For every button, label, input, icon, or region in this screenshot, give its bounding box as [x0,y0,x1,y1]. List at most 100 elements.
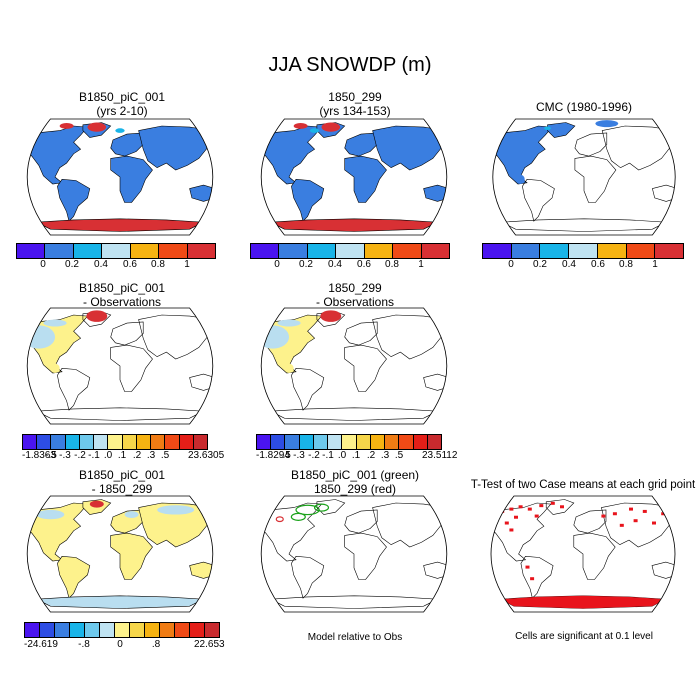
significant-cell [509,528,514,532]
continent-asia [138,314,213,360]
colorbar-tick: -24.619 [24,639,58,650]
colorbar-cell [655,243,685,259]
colorbar-cell [482,243,512,259]
colorbar-tick: -.2 [74,450,86,461]
continent-asia [601,125,676,171]
map-content [491,496,675,612]
colorbar-cell [285,434,300,450]
significant-cell [504,521,509,525]
colorbar-cell [271,434,286,450]
diff-light-west [27,325,56,349]
obs-high-patch [544,126,551,131]
significant-cell [527,507,532,511]
diff-light-west [261,325,290,349]
significant-cell [642,509,647,513]
colorbar-cell [385,434,400,450]
colorbar-tick: .5 [394,450,404,461]
continent-samerica [57,367,91,411]
panel-9-title: T-Test of two Case means at each grid po… [466,478,700,492]
continent-samerica [291,367,325,411]
figure-title: JJA SNOWDP (m) [268,54,432,76]
continent-antarctica [35,595,205,609]
map-content [27,308,213,424]
snow-high-greenland [87,122,107,132]
map-panel-7 [26,495,214,613]
colorbar-cell [187,243,216,259]
continent-australia [189,184,213,202]
colorbar-cell [336,243,365,259]
continent-asia [601,502,675,548]
continent-antarctica [35,218,205,232]
colorbar-cell [256,434,272,450]
continent-asia [138,502,213,548]
colorbar-tick: -.3 [59,450,71,461]
colorbar-cell [313,434,329,450]
snow-high-arctic-islands [293,123,308,129]
colorbar-cell [370,434,386,450]
significant-cell [518,505,523,509]
note-model-relative: Model relative to Obs [307,632,403,643]
colorbar-tick: 0.2 [299,259,313,270]
colorbar-tick: 0.4 [94,259,108,270]
colorbar-cell [165,434,180,450]
colorbar-panel-2 [250,243,450,259]
map-panel-2 [260,118,448,236]
colorbar-tick: 23.5112 [422,450,458,461]
colorbar-cell [24,622,40,638]
colorbar-cell [205,622,220,638]
colorbar-tick: 0.6 [591,259,605,270]
colorbar-cell [193,434,209,450]
colorbar-cell [421,243,450,259]
diff-red-greenland [86,310,108,322]
continent-antarctica [269,218,439,232]
map-frame [26,118,214,236]
colorbar-cell [356,434,371,450]
diff-light-north [277,319,301,327]
panel-7-title-line1: B1850_piC_001 [78,468,166,482]
colorbar-cell [569,243,598,259]
panel-7-title-line2: - 1850_299 [91,482,153,496]
panel-1-title: B1850_piC_001 (yrs 2-10) [22,90,222,118]
colorbar-cell [16,243,46,259]
colorbar-cell [151,434,166,450]
diff-red-greenland [320,310,342,322]
colorbar-tick: 0.6 [357,259,371,270]
colorbar-cell [540,243,570,259]
colorbar-tick: 1 [184,259,190,270]
colorbar-cell [55,622,70,638]
map-content [492,119,676,235]
colorbar-tick: -.8 [78,639,90,650]
map-frame [260,495,448,613]
significant-cell [514,515,518,519]
colorbar-tick: 0.6 [123,259,137,270]
colorbar-cell [70,622,85,638]
colorbar-tick: 0.8 [619,259,633,270]
continent-africa [110,532,153,580]
continent-namerica [492,125,553,185]
colorbar-cell [130,243,160,259]
map-frame [490,495,676,613]
contour-green-3 [290,512,306,521]
colorbar-cell [65,434,80,450]
colorbar-tick: .8 [151,639,161,650]
panel-1-title-line2: (yrs 2-10) [96,104,148,118]
map-content [27,496,213,612]
colorbar-tick: 0.8 [385,259,399,270]
continent-africa [344,532,387,580]
significant-cell [550,501,555,505]
continent-australia [423,184,447,202]
significant-cell [534,514,539,518]
note-significance: Cells are significant at 0.1 level [515,631,653,642]
colorbar-cell [51,434,66,450]
colorbar-cell [130,622,145,638]
map-content [261,119,447,235]
contour-green-2 [313,503,330,512]
significant-cell [619,523,624,527]
panel-1-title-line1: B1850_piC_001 [78,90,166,104]
colorbar-cell [342,434,357,450]
continent-asia [138,125,213,171]
panel-4-title-line2: - Observations [82,295,162,309]
continent-australia [651,561,675,579]
significant-cell [601,514,606,518]
continent-europe [573,509,607,534]
